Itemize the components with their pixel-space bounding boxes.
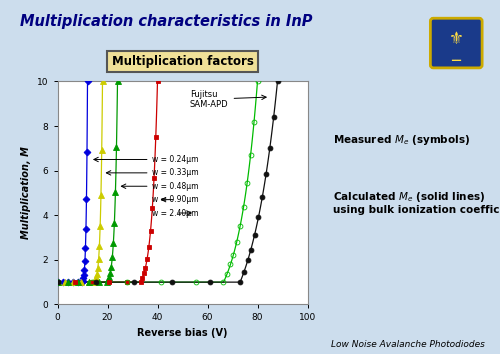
Text: w = 2.40μm: w = 2.40μm — [152, 209, 199, 217]
Text: w = 0.48μm: w = 0.48μm — [122, 182, 199, 191]
Text: w = 0.33μm: w = 0.33μm — [106, 169, 199, 177]
Text: ⚜: ⚜ — [449, 30, 464, 48]
Text: Fujitsu
SAM-APD: Fujitsu SAM-APD — [190, 90, 266, 109]
Y-axis label: Multiplication, M: Multiplication, M — [22, 147, 32, 239]
Text: Measured $\it{M}_e$ (symbols): Measured $\it{M}_e$ (symbols) — [332, 133, 469, 147]
Text: Low Noise Avalanche Photodiodes: Low Noise Avalanche Photodiodes — [331, 340, 485, 349]
X-axis label: Reverse bias (V): Reverse bias (V) — [137, 328, 228, 338]
Text: w = 0.90μm: w = 0.90μm — [152, 195, 199, 204]
Text: Multiplication factors: Multiplication factors — [112, 55, 254, 68]
Text: ━━: ━━ — [451, 56, 461, 65]
FancyBboxPatch shape — [430, 18, 482, 68]
Text: Multiplication characteristics in InP: Multiplication characteristics in InP — [20, 14, 312, 29]
Text: Calculated $\it{M}_e$ (solid lines)
using bulk ionization coefficients: Calculated $\it{M}_e$ (solid lines) usin… — [332, 190, 500, 215]
Text: w = 0.24μm: w = 0.24μm — [94, 155, 199, 164]
